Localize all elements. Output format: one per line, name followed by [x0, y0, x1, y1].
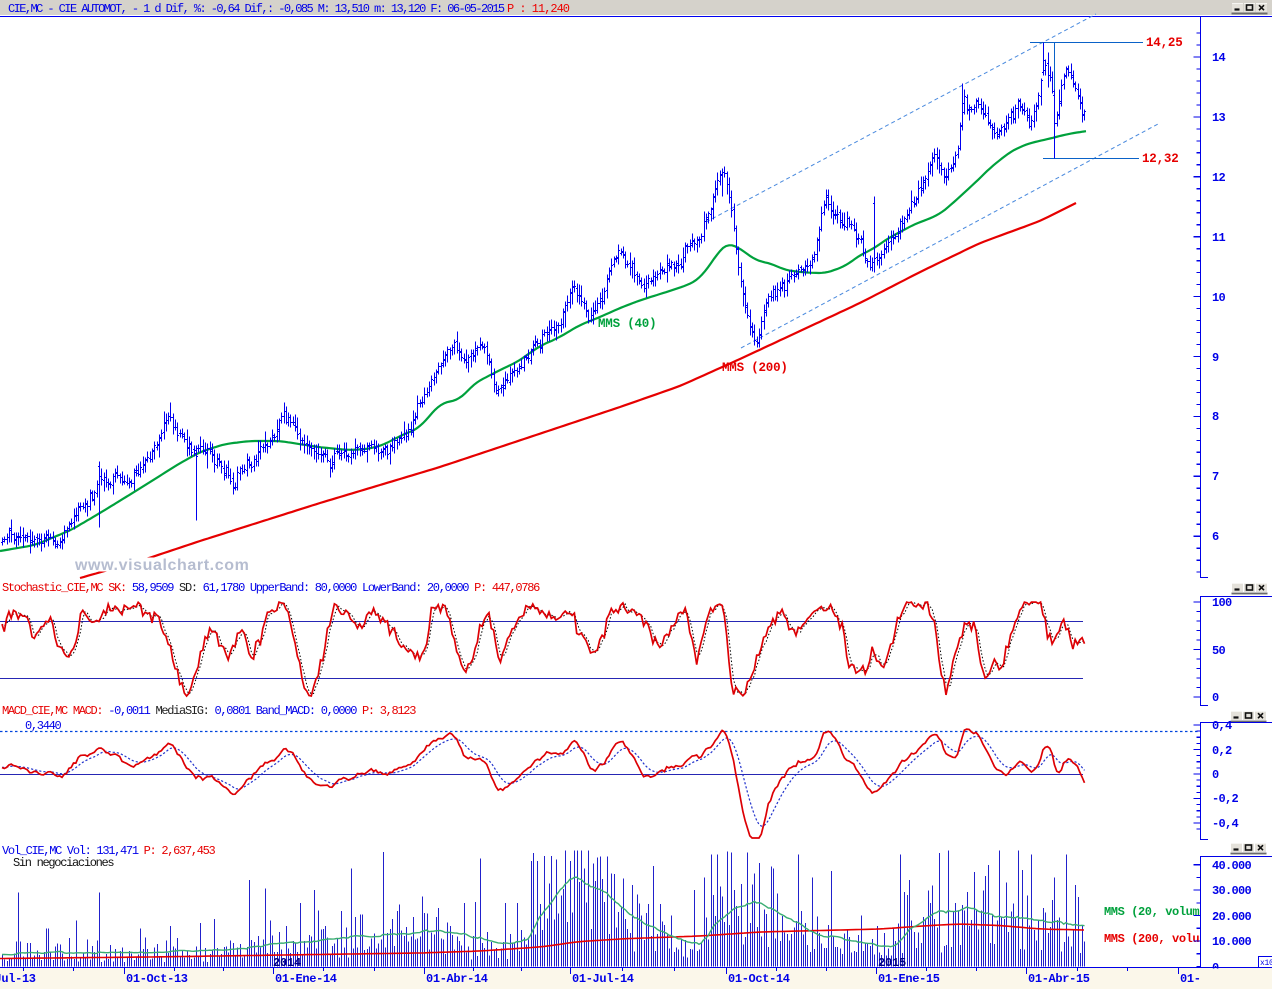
svg-text:01-Jul-14: 01-Jul-14: [572, 972, 634, 986]
svg-text:14: 14: [1212, 51, 1226, 65]
svg-text:MMS (200): MMS (200): [722, 361, 788, 375]
svg-text:30.000: 30.000: [1212, 884, 1252, 898]
svg-text:P : 11,240: P : 11,240: [507, 2, 570, 16]
svg-text:Sin negociaciones: Sin negociaciones: [13, 856, 114, 870]
svg-text:40.000: 40.000: [1212, 859, 1252, 873]
svg-text:CIE,MC - CIE AUTOMOT, - 1 d D: CIE,MC - CIE AUTOMOT, - 1 d Dif, %: -0,6…: [8, 2, 505, 16]
svg-text:8: 8: [1212, 410, 1219, 424]
svg-text:01-Ene-15: 01-Ene-15: [878, 972, 940, 986]
svg-text:10.000: 10.000: [1212, 935, 1252, 949]
svg-text:MMS (40): MMS (40): [598, 317, 656, 331]
svg-text:12,32: 12,32: [1142, 152, 1179, 166]
svg-text:01-Oct-14: 01-Oct-14: [728, 972, 790, 986]
svg-text:01-Abr-14: 01-Abr-14: [426, 972, 488, 986]
svg-text:9: 9: [1212, 351, 1219, 365]
svg-text:20.000: 20.000: [1212, 910, 1252, 924]
svg-text:100: 100: [1212, 596, 1232, 610]
svg-text:0,2: 0,2: [1212, 744, 1232, 758]
svg-text:MACD_CIE,MC MACD: -0,0011 Medi: MACD_CIE,MC MACD: -0,0011 MediaSIG: 0,08…: [2, 704, 416, 718]
svg-text:x10: x10: [1260, 959, 1272, 968]
svg-text:-0,4: -0,4: [1212, 817, 1239, 831]
svg-text:11: 11: [1212, 231, 1226, 245]
svg-text:12: 12: [1212, 171, 1226, 185]
svg-text:01-Ene-14: 01-Ene-14: [275, 972, 337, 986]
svg-text:MMS (20, volum: MMS (20, volum: [1104, 905, 1199, 919]
svg-text:6: 6: [1212, 530, 1219, 544]
svg-text:10: 10: [1212, 291, 1226, 305]
svg-text:01-Abr-15: 01-Abr-15: [1028, 972, 1090, 986]
svg-text:01-Jul-13: 01-Jul-13: [0, 972, 36, 986]
svg-text:MMS (200, volu: MMS (200, volu: [1104, 932, 1199, 946]
svg-text:2015: 2015: [878, 956, 906, 970]
svg-text:01-Oct-13: 01-Oct-13: [126, 972, 188, 986]
svg-text:01-: 01-: [1180, 972, 1201, 986]
svg-text:0,4: 0,4: [1212, 719, 1232, 733]
svg-text:www.visualchart.com: www.visualchart.com: [74, 557, 249, 574]
svg-text:7: 7: [1212, 470, 1219, 484]
svg-text:2014: 2014: [273, 956, 301, 970]
svg-text:0: 0: [1212, 691, 1219, 705]
svg-text:Stochastic_CIE,MC SK: 58,9509: Stochastic_CIE,MC SK: 58,9509 SD: 61,178…: [2, 581, 540, 595]
svg-text:50: 50: [1212, 644, 1226, 658]
svg-text:14,25: 14,25: [1146, 36, 1183, 50]
svg-text:13: 13: [1212, 111, 1226, 125]
svg-text:-0,2: -0,2: [1212, 792, 1239, 806]
svg-text:Vol_CIE,MC Vol: 131,471 P: 2,6: Vol_CIE,MC Vol: 131,471 P: 2,637,453: [2, 844, 216, 858]
svg-text:0,3440: 0,3440: [25, 719, 62, 733]
svg-text:0: 0: [1212, 768, 1219, 782]
